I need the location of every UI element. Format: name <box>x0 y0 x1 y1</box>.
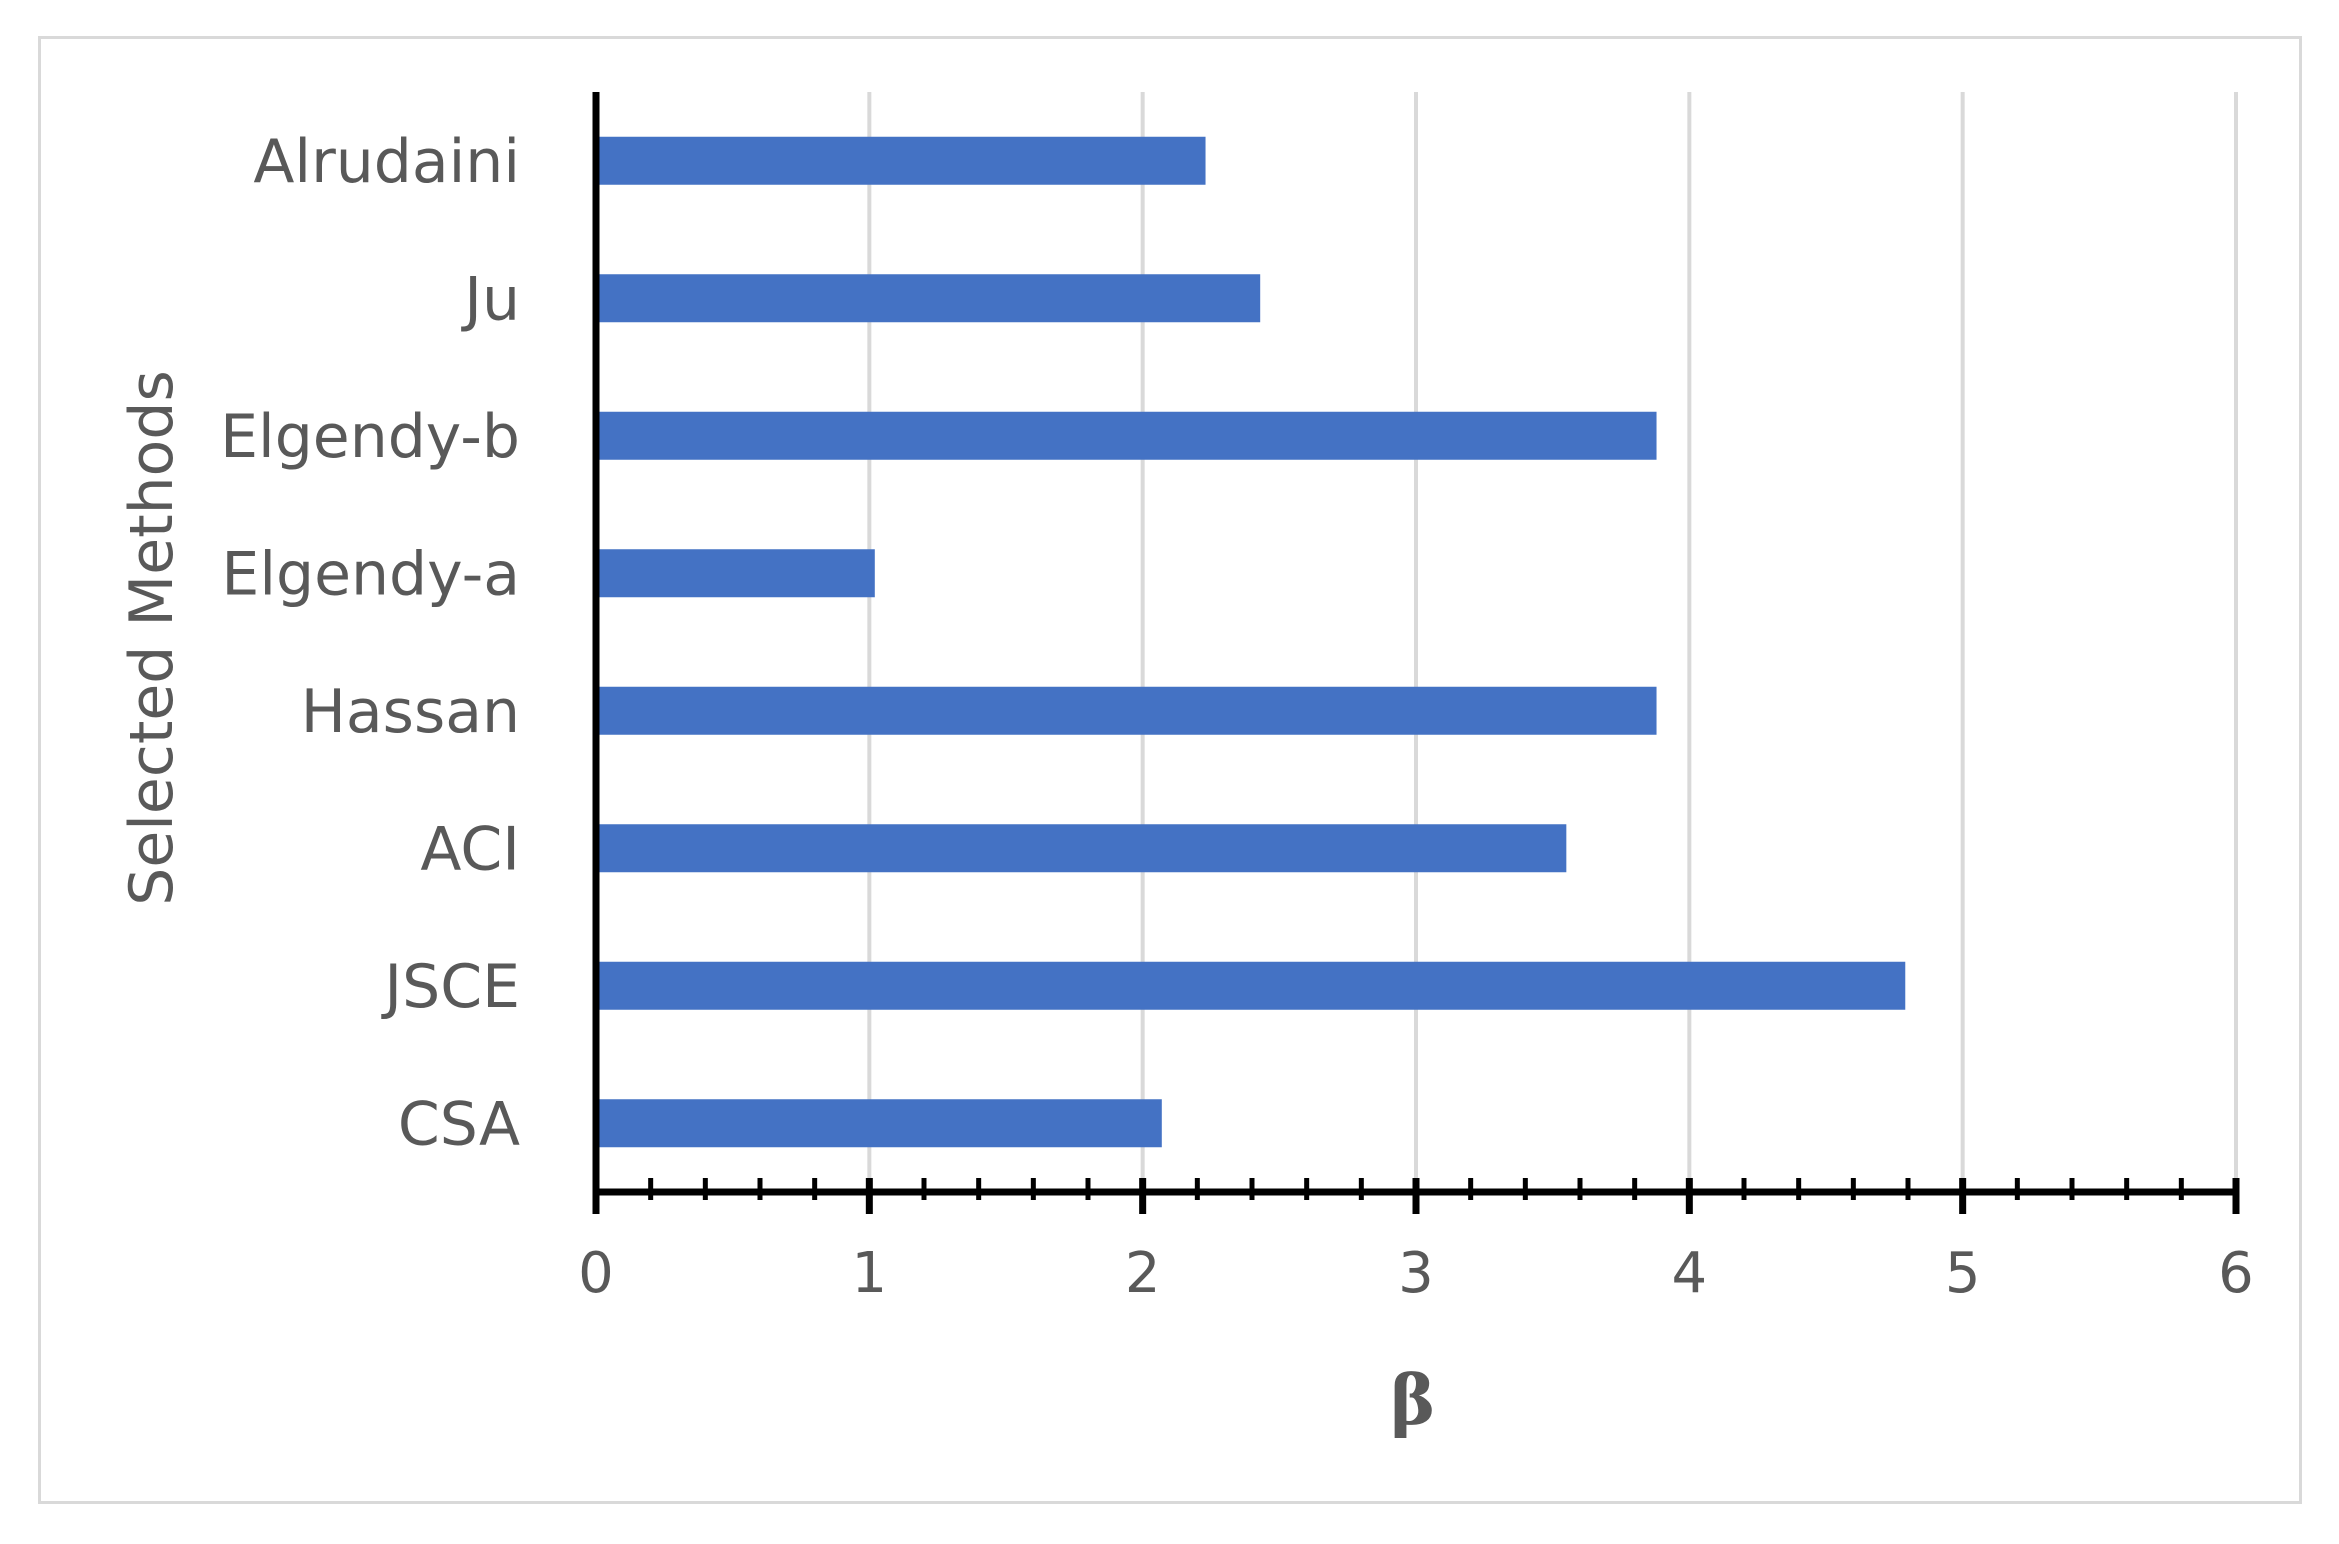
y-axis-title: Selected Methods <box>117 370 187 905</box>
bar-aci <box>596 824 1567 873</box>
gridlines <box>867 92 2238 1192</box>
bar-elgendy-b <box>596 411 1657 460</box>
category-label-csa: CSA <box>398 1089 520 1159</box>
category-label-jsce: JSCE <box>380 952 520 1022</box>
category-label-ju: Ju <box>460 264 520 334</box>
bar-hassan <box>596 686 1657 735</box>
bar-elgendy-a <box>596 549 875 598</box>
x-tick-label-2: 2 <box>1125 1241 1161 1306</box>
category-label-alrudaini: Alrudaini <box>253 127 520 197</box>
axes <box>592 92 2240 1214</box>
category-label-elgendy-b: Elgendy-b <box>220 402 520 472</box>
bar-csa <box>596 1099 1162 1148</box>
x-tick-label-5: 5 <box>1945 1241 1981 1306</box>
x-tick-label-1: 1 <box>852 1241 888 1306</box>
category-label-aci: ACI <box>420 814 520 884</box>
x-tick-label-3: 3 <box>1398 1241 1434 1306</box>
x-tick-label-0: 0 <box>578 1241 614 1306</box>
x-tick-label-6: 6 <box>2218 1241 2254 1306</box>
bar-jsce <box>596 961 1906 1010</box>
bars <box>596 136 1906 1148</box>
bar-alrudaini <box>596 136 1206 185</box>
labels: Alrudaini Ju Elgendy-b Elgendy-a Hassan ACI JS… <box>220 127 2254 1306</box>
category-label-hassan: Hassan <box>301 677 520 747</box>
x-tick-label-4: 4 <box>1672 1241 1708 1306</box>
category-label-elgendy-a: Elgendy-a <box>221 539 520 609</box>
x-axis-title: β <box>1390 1361 1435 1441</box>
bar-ju <box>596 274 1261 323</box>
